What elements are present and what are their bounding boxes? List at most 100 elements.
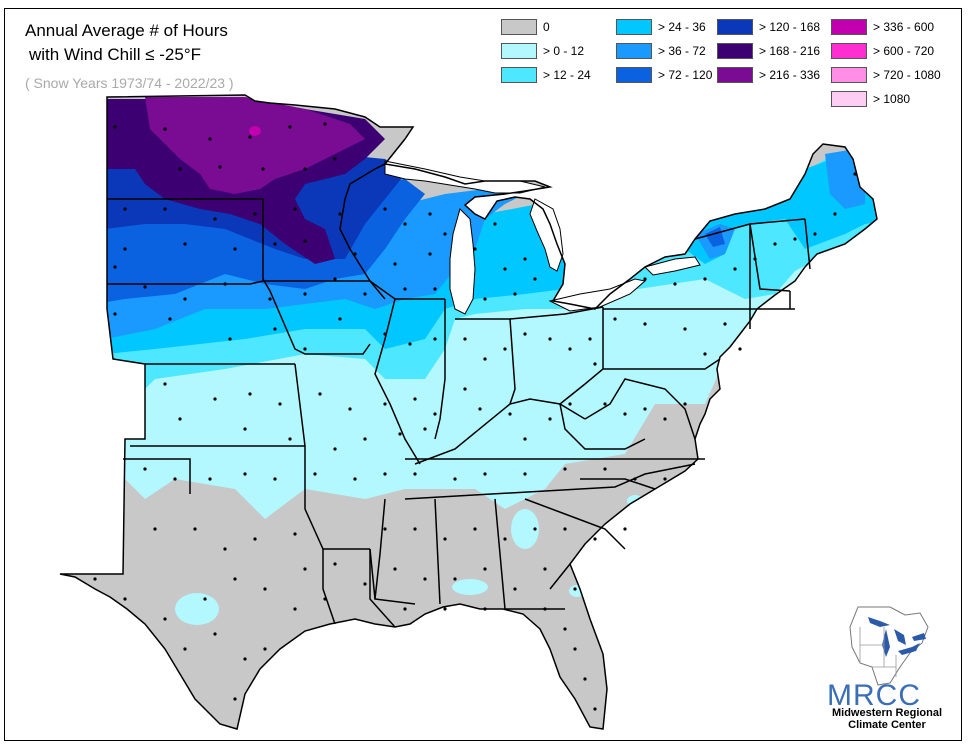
station-dot bbox=[208, 477, 212, 481]
station-dot bbox=[323, 122, 327, 126]
station-dot bbox=[303, 347, 307, 351]
legend-swatch bbox=[616, 67, 652, 83]
legend-label: > 24 - 36 bbox=[658, 20, 706, 34]
station-dot bbox=[403, 222, 407, 226]
station-dot bbox=[443, 607, 447, 611]
station-dot bbox=[178, 417, 182, 421]
legend-swatch bbox=[501, 19, 537, 35]
station-dot bbox=[523, 472, 527, 476]
station-dot bbox=[853, 172, 857, 176]
legend-label: > 120 - 168 bbox=[759, 20, 821, 34]
station-dot bbox=[503, 537, 507, 541]
station-dot bbox=[483, 472, 487, 476]
station-dot bbox=[413, 527, 417, 531]
map-subtitle: ( Snow Years 1973/74 - 2022/23 ) bbox=[25, 75, 234, 91]
station-dot bbox=[338, 212, 342, 216]
station-dot bbox=[543, 567, 547, 571]
station-dot bbox=[723, 322, 727, 326]
station-dot bbox=[273, 477, 277, 481]
station-dot bbox=[213, 217, 217, 221]
station-dot bbox=[543, 607, 547, 611]
legend-label: > 720 - 1080 bbox=[873, 68, 941, 82]
station-dot bbox=[261, 167, 265, 171]
station-dot bbox=[123, 597, 127, 601]
station-dot bbox=[643, 322, 647, 326]
station-dot bbox=[178, 167, 182, 171]
legend-label: > 168 - 216 bbox=[759, 44, 821, 58]
station-dot bbox=[503, 347, 507, 351]
station-dot bbox=[318, 392, 322, 396]
station-dot bbox=[473, 247, 477, 251]
station-dot bbox=[348, 407, 352, 411]
station-dot bbox=[423, 427, 427, 431]
station-dot bbox=[303, 239, 307, 243]
station-dot bbox=[248, 392, 252, 396]
station-dot bbox=[183, 297, 187, 301]
station-dot bbox=[573, 587, 577, 591]
station-dot bbox=[233, 247, 237, 251]
station-dot bbox=[288, 437, 292, 441]
legend-swatch bbox=[831, 91, 867, 107]
station-dot bbox=[483, 357, 487, 361]
station-dot bbox=[733, 267, 737, 271]
station-dot bbox=[303, 292, 307, 296]
station-dot bbox=[263, 647, 267, 651]
station-dot bbox=[243, 472, 247, 476]
station-dot bbox=[168, 317, 172, 321]
station-dot bbox=[738, 347, 742, 351]
station-dot bbox=[213, 632, 217, 636]
station-dot bbox=[623, 412, 627, 416]
legend-swatch bbox=[616, 43, 652, 59]
station-dot bbox=[503, 267, 507, 271]
station-dot bbox=[123, 207, 127, 211]
station-dot bbox=[463, 387, 467, 391]
legend-swatch bbox=[831, 19, 867, 35]
legend-label: > 0 - 12 bbox=[543, 44, 585, 58]
station-dot bbox=[548, 337, 552, 341]
station-dot bbox=[383, 402, 387, 406]
station-dot bbox=[568, 402, 572, 406]
station-dot bbox=[253, 212, 257, 216]
station-dot bbox=[233, 577, 237, 581]
station-dot bbox=[523, 437, 527, 441]
station-dot bbox=[703, 352, 707, 356]
station-dot bbox=[183, 242, 187, 246]
station-dot bbox=[313, 472, 317, 476]
station-dot bbox=[583, 677, 587, 681]
station-dot bbox=[323, 597, 327, 601]
station-dot bbox=[183, 647, 187, 651]
station-dot bbox=[563, 467, 567, 471]
station-dot bbox=[433, 412, 437, 416]
station-dot bbox=[398, 432, 402, 436]
station-dot bbox=[363, 292, 367, 296]
station-dot bbox=[143, 467, 147, 471]
station-dot bbox=[208, 137, 212, 141]
station-dot bbox=[273, 327, 277, 331]
station-dot bbox=[483, 567, 487, 571]
station-dot bbox=[433, 337, 437, 341]
station-dot bbox=[533, 277, 537, 281]
legend-swatch bbox=[717, 19, 753, 35]
station-dot bbox=[443, 537, 447, 541]
station-dot bbox=[403, 287, 407, 291]
legend-label: 0 bbox=[543, 20, 550, 34]
station-dot bbox=[813, 232, 817, 236]
legend-swatch bbox=[616, 19, 652, 35]
station-dot bbox=[483, 607, 487, 611]
station-dot bbox=[573, 647, 577, 651]
station-dot bbox=[113, 265, 117, 269]
station-dot bbox=[593, 537, 597, 541]
legend-label: > 72 - 120 bbox=[658, 68, 713, 82]
wind-chill-map bbox=[5, 9, 961, 740]
station-dot bbox=[153, 527, 157, 531]
station-dot bbox=[353, 252, 357, 256]
station-dot bbox=[793, 237, 797, 241]
station-dot bbox=[508, 412, 512, 416]
station-dot bbox=[333, 157, 337, 161]
station-dot bbox=[163, 617, 167, 621]
station-dot bbox=[248, 135, 252, 139]
station-dot bbox=[268, 297, 272, 301]
station-dot bbox=[493, 222, 497, 226]
legend-label: > 336 - 600 bbox=[873, 20, 935, 34]
station-dot bbox=[443, 232, 447, 236]
